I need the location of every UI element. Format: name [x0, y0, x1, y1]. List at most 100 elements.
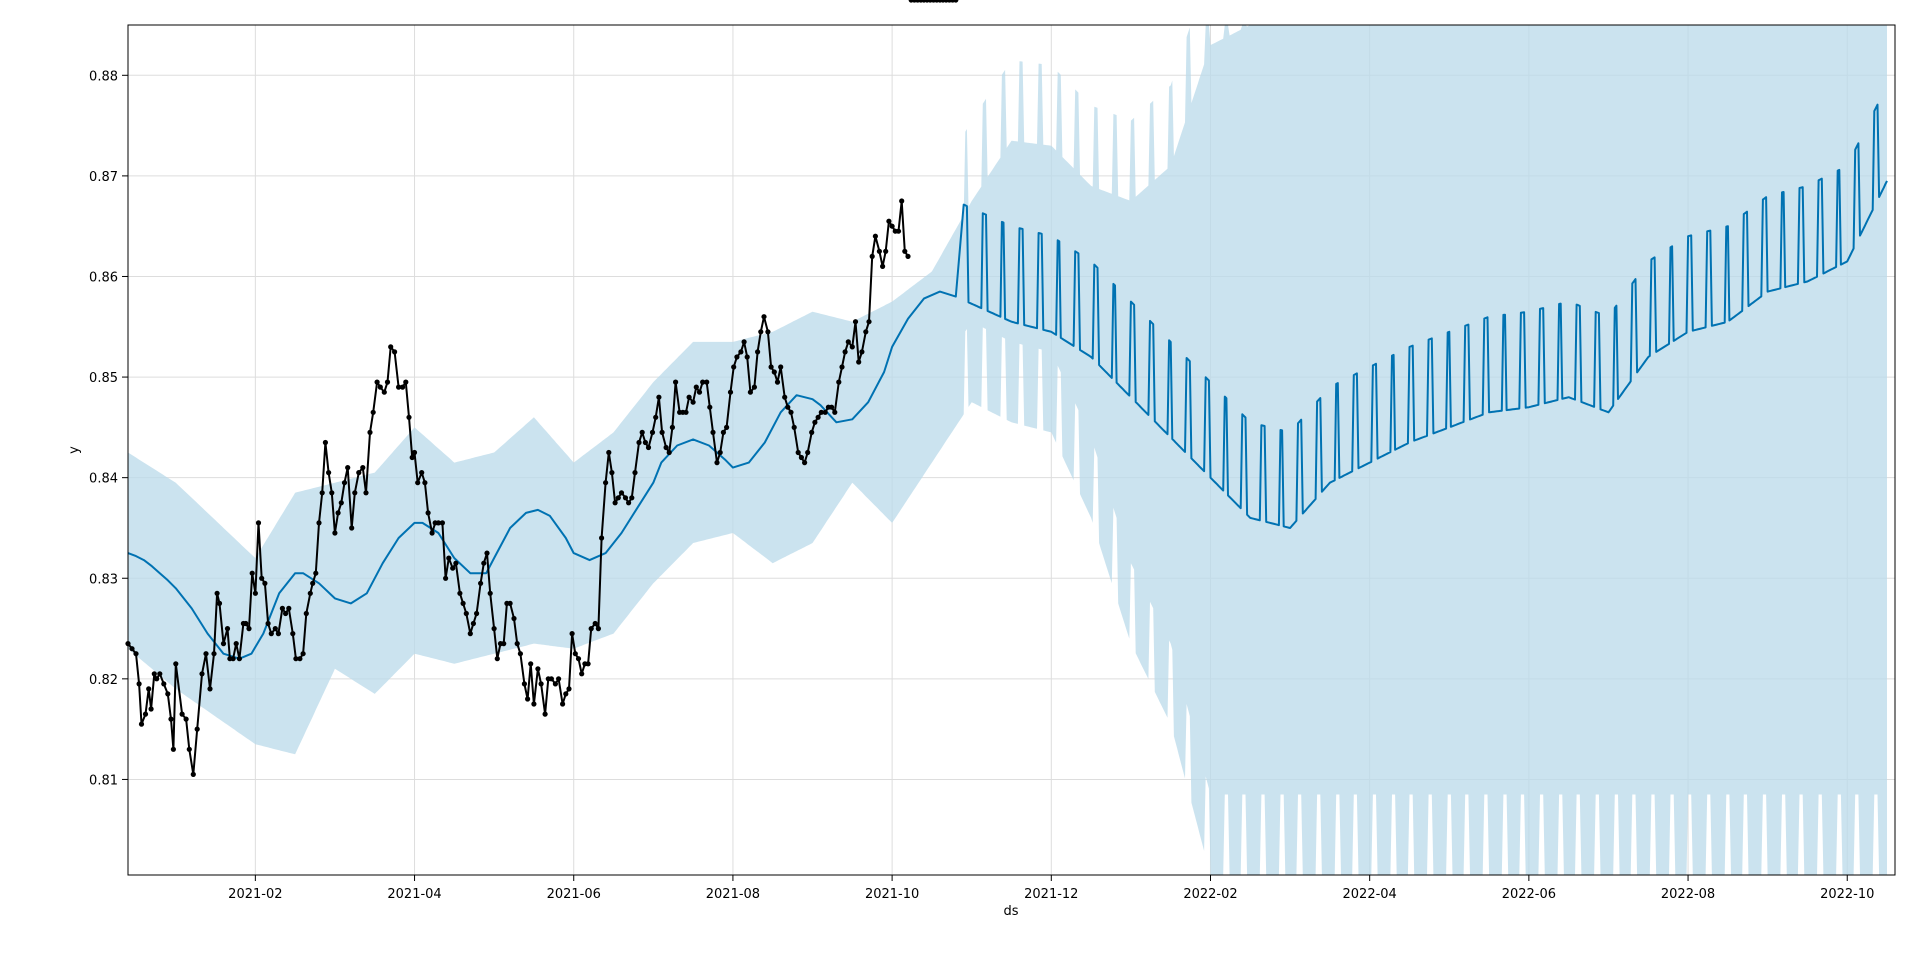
- observed-point: [778, 364, 784, 370]
- observed-point: [673, 379, 679, 385]
- x-tick-label: 2022-02: [1183, 887, 1237, 902]
- observed-point: [744, 354, 750, 360]
- observed-point: [491, 626, 497, 632]
- observed-point: [474, 610, 480, 617]
- observed-point: [367, 429, 373, 435]
- observed-point: [293, 656, 299, 662]
- x-tick-label: 2021-04: [387, 887, 441, 902]
- observed-point: [467, 631, 473, 637]
- observed-point: [632, 470, 638, 476]
- observed-point: [275, 631, 281, 637]
- observed-point: [262, 580, 268, 586]
- observed-point: [566, 686, 572, 692]
- observed-point: [656, 394, 662, 400]
- observed-point: [953, 0, 959, 3]
- observed-point: [142, 711, 149, 717]
- observed-point: [563, 691, 569, 697]
- observed-point: [883, 248, 889, 254]
- observed-point: [755, 349, 761, 355]
- observed-point: [446, 555, 452, 561]
- observed-point: [548, 676, 555, 682]
- observed-point: [815, 414, 821, 420]
- observed-point: [360, 465, 366, 471]
- observed-point: [738, 349, 744, 355]
- observed-point: [595, 626, 602, 632]
- x-axis-label: ds: [1003, 904, 1018, 919]
- observed-point: [751, 384, 758, 390]
- y-tick-label: 0.82: [89, 673, 118, 688]
- observed-point: [795, 449, 801, 456]
- observed-point: [606, 449, 612, 456]
- observed-point: [220, 641, 227, 647]
- observed-point: [425, 510, 431, 516]
- observed-point: [230, 656, 236, 662]
- observed-point: [290, 631, 296, 637]
- observed-point: [249, 570, 255, 576]
- observed-point: [528, 661, 534, 667]
- observed-point: [535, 666, 541, 672]
- observed-point: [170, 746, 176, 752]
- observed-point: [785, 404, 791, 410]
- observed-point: [243, 620, 249, 627]
- observed-point: [403, 379, 409, 385]
- observed-point: [599, 535, 605, 541]
- observed-point: [805, 449, 811, 456]
- observed-point: [194, 726, 200, 732]
- observed-point: [859, 349, 865, 355]
- observed-point: [774, 379, 781, 385]
- observed-point: [700, 379, 706, 385]
- observed-point: [636, 439, 642, 446]
- observed-point: [283, 610, 289, 617]
- observed-point: [514, 641, 520, 647]
- observed-point: [246, 626, 252, 632]
- observed-point: [338, 500, 344, 506]
- observed-point: [603, 480, 609, 486]
- observed-point: [849, 344, 855, 350]
- observed-point: [720, 429, 727, 435]
- observed-point: [297, 656, 303, 662]
- observed-point: [439, 520, 445, 526]
- observed-point: [268, 631, 274, 637]
- observed-point: [272, 626, 278, 632]
- observed-point: [303, 610, 309, 617]
- observed-point: [487, 590, 493, 596]
- y-axis-ticks: 0.81 0.82 0.83 0.84 0.85 0.86 0.87 0.88: [89, 69, 128, 788]
- observed-point: [259, 575, 265, 581]
- observed-point: [279, 605, 285, 612]
- observed-point: [771, 369, 777, 375]
- observed-point: [863, 329, 869, 335]
- observed-point: [845, 339, 851, 345]
- observed-point: [406, 414, 412, 420]
- observed-point: [585, 661, 591, 667]
- observed-point: [768, 364, 774, 370]
- observed-point: [214, 590, 220, 596]
- observed-point: [832, 409, 838, 415]
- observed-point: [622, 495, 629, 501]
- observed-point: [255, 520, 262, 526]
- observed-point: [345, 465, 351, 471]
- observed-point: [453, 560, 459, 566]
- observed-point: [377, 384, 383, 390]
- observed-point: [592, 620, 598, 627]
- observed-point: [332, 530, 338, 536]
- observed-point: [902, 248, 908, 254]
- observed-point: [138, 721, 145, 727]
- observed-point: [686, 394, 692, 400]
- x-tick-label: 2021-12: [1024, 887, 1078, 902]
- observed-point: [161, 681, 167, 687]
- observed-point: [905, 253, 911, 259]
- observed-point: [381, 389, 387, 395]
- observed-point: [224, 626, 231, 632]
- observed-point: [666, 449, 672, 456]
- observed-point: [575, 656, 582, 662]
- observed-point: [707, 404, 713, 410]
- observed-point: [798, 454, 805, 461]
- observed-point: [435, 520, 441, 526]
- observed-point: [422, 480, 428, 486]
- observed-point: [852, 319, 859, 325]
- observed-point: [818, 409, 824, 415]
- observed-point: [450, 565, 456, 571]
- observed-point: [791, 424, 797, 430]
- observed-point: [329, 490, 335, 496]
- observed-point: [129, 646, 135, 652]
